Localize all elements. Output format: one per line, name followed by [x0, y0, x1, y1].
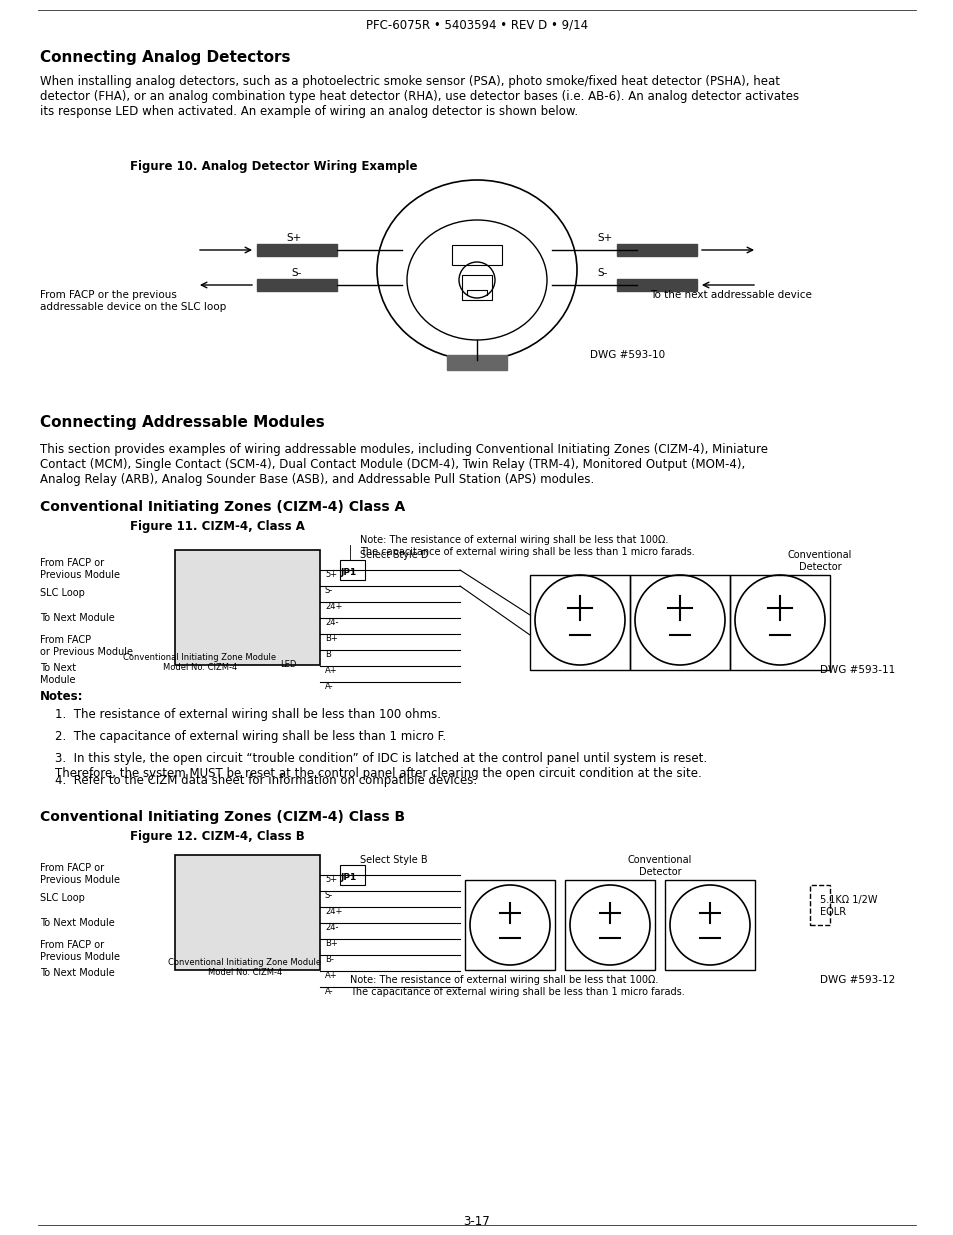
Text: Figure 12. CIZM-4, Class B: Figure 12. CIZM-4, Class B	[130, 830, 304, 844]
Bar	[339, 864, 365, 885]
Text: To Next
Module: To Next Module	[40, 663, 76, 684]
Text: 5.1KΩ 1/2W
EOLR: 5.1KΩ 1/2W EOLR	[820, 895, 877, 916]
Text: This section provides examples of wiring addressable modules, including Conventi: This section provides examples of wiring…	[40, 443, 767, 487]
Text: Note: The resistance of external wiring shall be less that 100Ω.
The capacitance: Note: The resistance of external wiring …	[359, 535, 694, 557]
Bar	[339, 559, 365, 580]
Text: JP1: JP1	[339, 873, 355, 882]
Text: From FACP or
Previous Module: From FACP or Previous Module	[40, 940, 120, 962]
Bar	[564, 881, 655, 969]
Text: Note: The resistance of external wiring shall be less that 100Ω.
The capacitance: Note: The resistance of external wiring …	[350, 974, 684, 997]
Text: 3-17: 3-17	[463, 1215, 490, 1228]
Bar	[617, 279, 697, 291]
Text: B+: B+	[325, 634, 337, 643]
Text: 5+: 5+	[325, 876, 336, 884]
Bar	[174, 855, 319, 969]
Text: From FACP
or Previous Module: From FACP or Previous Module	[40, 635, 132, 657]
Text: B+: B+	[325, 939, 337, 948]
Text: 1.  The resistance of external wiring shall be less than 100 ohms.: 1. The resistance of external wiring sha…	[55, 708, 440, 721]
Text: SLC Loop: SLC Loop	[40, 588, 85, 598]
Bar	[809, 885, 829, 925]
Text: DWG #593-10: DWG #593-10	[589, 350, 664, 359]
Bar	[617, 245, 697, 256]
Bar	[452, 245, 501, 266]
Text: LED: LED	[280, 659, 296, 669]
Text: From FACP or
Previous Module: From FACP or Previous Module	[40, 558, 120, 579]
Text: S-: S-	[292, 268, 302, 278]
Text: SLC Loop: SLC Loop	[40, 893, 85, 903]
Text: 24-: 24-	[325, 923, 338, 932]
Text: To Next Module: To Next Module	[40, 918, 114, 927]
Text: A+: A+	[325, 971, 337, 981]
Bar	[629, 576, 729, 671]
Bar	[461, 275, 492, 300]
Text: Conventional Initiating Zone Module
Model No. CIZM-4: Conventional Initiating Zone Module Mode…	[123, 653, 276, 672]
Text: Connecting Addressable Modules: Connecting Addressable Modules	[40, 415, 324, 430]
Text: 3.  In this style, the open circuit “trouble condition” of IDC is latched at the: 3. In this style, the open circuit “trou…	[55, 752, 706, 781]
Bar	[530, 576, 629, 671]
Text: 24+: 24+	[325, 601, 342, 611]
Text: Figure 11. CIZM-4, Class A: Figure 11. CIZM-4, Class A	[130, 520, 305, 534]
Text: Figure 10. Analog Detector Wiring Example: Figure 10. Analog Detector Wiring Exampl…	[130, 161, 417, 173]
Text: 24+: 24+	[325, 906, 342, 916]
Text: Select Style D: Select Style D	[359, 550, 428, 559]
Text: S+: S+	[597, 233, 612, 243]
Bar	[447, 354, 506, 370]
Text: DWG #593-11: DWG #593-11	[820, 664, 894, 676]
Text: To Next Module: To Next Module	[40, 613, 114, 622]
Text: S+: S+	[287, 233, 302, 243]
Text: S-: S-	[325, 890, 333, 900]
Bar	[664, 881, 754, 969]
Text: B-: B-	[325, 955, 334, 965]
Text: Select Style B: Select Style B	[359, 855, 427, 864]
Bar	[464, 881, 555, 969]
Text: B: B	[325, 650, 331, 659]
Text: Conventional Initiating Zones (CIZM-4) Class A: Conventional Initiating Zones (CIZM-4) C…	[40, 500, 405, 514]
Text: 24-: 24-	[325, 618, 338, 627]
Text: 5+: 5+	[325, 571, 336, 579]
Text: When installing analog detectors, such as a photoelectric smoke sensor (PSA), ph: When installing analog detectors, such a…	[40, 75, 799, 119]
Text: S-: S-	[325, 585, 333, 595]
Text: To Next Module: To Next Module	[40, 968, 114, 978]
Text: 4.  Refer to the CIZM data sheet for information on compatible devices.: 4. Refer to the CIZM data sheet for info…	[55, 774, 476, 787]
Text: JP1: JP1	[339, 568, 355, 577]
Text: S-: S-	[597, 268, 607, 278]
Text: PFC-6075R • 5403594 • REV D • 9/14: PFC-6075R • 5403594 • REV D • 9/14	[366, 19, 587, 31]
Text: Conventional Initiating Zone Module
Model No. CIZM-4: Conventional Initiating Zone Module Mode…	[169, 958, 321, 977]
Text: From FACP or the previous
addressable device on the SLC loop: From FACP or the previous addressable de…	[40, 290, 226, 311]
Text: A-: A-	[325, 987, 334, 995]
Text: 2.  The capacitance of external wiring shall be less than 1 micro F.: 2. The capacitance of external wiring sh…	[55, 730, 446, 743]
Bar	[256, 279, 336, 291]
Text: A-: A-	[325, 682, 334, 692]
Bar	[174, 550, 319, 664]
Text: Notes:: Notes:	[40, 690, 84, 703]
Text: To the next addressable device: To the next addressable device	[649, 290, 811, 300]
Text: DWG #593-12: DWG #593-12	[820, 974, 894, 986]
Text: Conventional
Detector: Conventional Detector	[627, 855, 692, 877]
Bar	[729, 576, 829, 671]
Text: Conventional Initiating Zones (CIZM-4) Class B: Conventional Initiating Zones (CIZM-4) C…	[40, 810, 405, 824]
Text: A+: A+	[325, 666, 337, 676]
Text: Connecting Analog Detectors: Connecting Analog Detectors	[40, 49, 291, 65]
Text: Conventional
Detector: Conventional Detector	[787, 550, 851, 572]
Text: From FACP or
Previous Module: From FACP or Previous Module	[40, 863, 120, 884]
Bar	[256, 245, 336, 256]
